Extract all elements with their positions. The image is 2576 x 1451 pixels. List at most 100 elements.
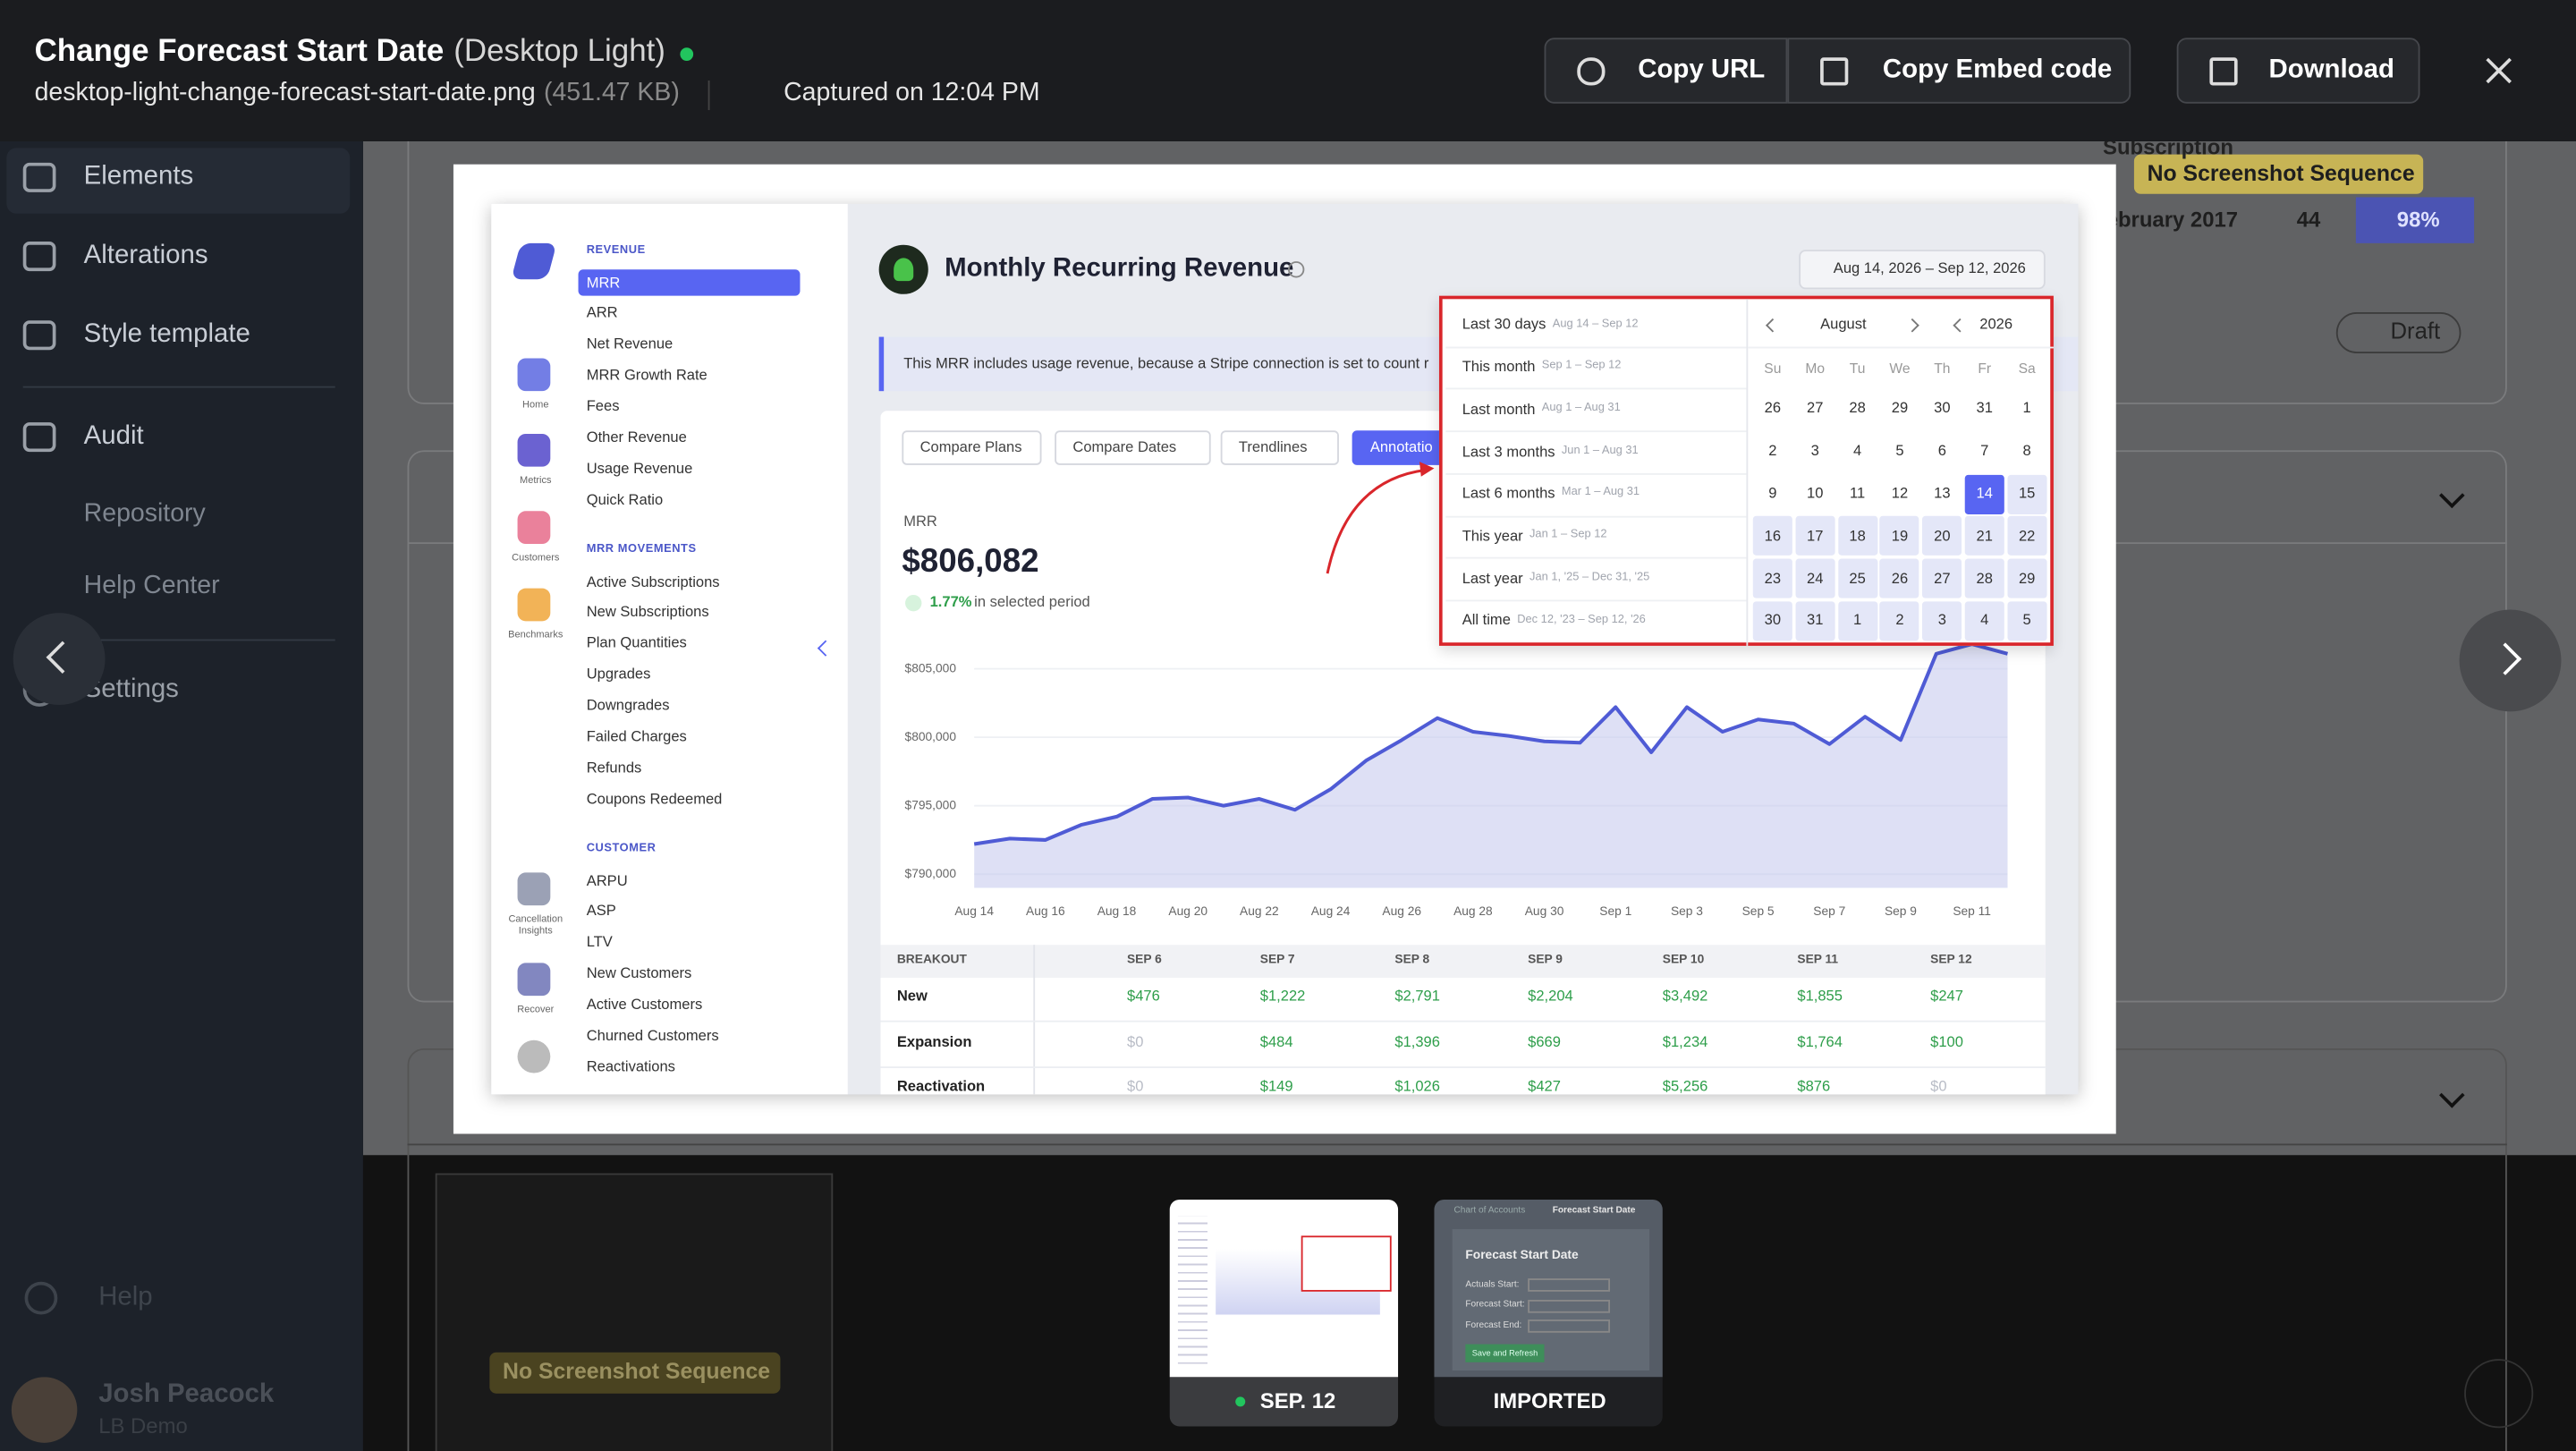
preset-label[interactable]: Last month: [1462, 400, 1536, 418]
day-cell[interactable]: [1752, 516, 1792, 556]
toolbar-button[interactable]: [902, 430, 1042, 465]
calendar-day[interactable]: 1: [1852, 612, 1862, 629]
calendar-day[interactable]: 17: [1807, 527, 1824, 544]
day-cell[interactable]: [2007, 474, 2047, 514]
app-nav-selected[interactable]: [578, 269, 801, 296]
calendar-day[interactable]: 31: [1976, 400, 1993, 417]
action-label: Copy URL: [1638, 55, 1766, 84]
calendar-day[interactable]: 6: [1937, 442, 1946, 459]
calendar-day[interactable]: 30: [1934, 400, 1951, 417]
calendar-day[interactable]: 4: [1852, 442, 1862, 459]
preset-line: [1445, 388, 1747, 391]
calendar-day[interactable]: 2: [1895, 612, 1904, 629]
draft-button[interactable]: [2335, 312, 2462, 353]
calendar-day[interactable]: 21: [1976, 527, 1993, 544]
day-cell[interactable]: [1795, 558, 1835, 598]
day-cell[interactable]: [1795, 516, 1835, 556]
calendar-day[interactable]: 11: [1850, 484, 1866, 502]
app-nav-item: Active Subscriptions: [586, 573, 720, 590]
day-cell[interactable]: [1922, 516, 1962, 556]
calendar-day[interactable]: 15: [2018, 484, 2036, 502]
day-cell[interactable]: [1964, 516, 2004, 556]
calendar-day[interactable]: 28: [1849, 400, 1866, 417]
day-cell[interactable]: [1922, 558, 1962, 598]
preset-label[interactable]: This month: [1462, 358, 1536, 376]
preset-label[interactable]: All time: [1462, 611, 1511, 629]
day-cell[interactable]: [1922, 601, 1962, 641]
calendar-day[interactable]: 27: [1807, 400, 1824, 417]
calendar-day[interactable]: 1: [2022, 400, 2031, 417]
day-cell[interactable]: [2007, 558, 2047, 598]
prev-year[interactable]: [1953, 318, 1968, 333]
day-cell[interactable]: [1795, 601, 1835, 641]
prev-button[interactable]: [13, 613, 106, 706]
calendar-day[interactable]: 18: [1849, 527, 1866, 544]
calendar-day[interactable]: 26: [1764, 400, 1782, 417]
calendar-day[interactable]: 5: [1895, 442, 1904, 459]
calendar-day[interactable]: 10: [1807, 484, 1824, 502]
calendar-day[interactable]: 4: [1980, 612, 1989, 629]
app-nav-heading: MRR MOVEMENTS: [586, 543, 697, 556]
action-button[interactable]: [1544, 38, 1788, 104]
calendar-day[interactable]: 31: [1807, 612, 1824, 629]
day-cell[interactable]: [2007, 601, 2047, 641]
toolbar-button[interactable]: [1220, 430, 1339, 465]
day-cell[interactable]: [1837, 558, 1877, 598]
calendar-day[interactable]: 22: [2018, 527, 2036, 544]
calendar-day[interactable]: 7: [1980, 442, 1989, 459]
next-month[interactable]: [1905, 318, 1919, 333]
date-button[interactable]: [1799, 250, 2046, 290]
file-size: (451.47 KB): [543, 79, 680, 108]
calendar-day[interactable]: 3: [1810, 442, 1819, 459]
calendar-day[interactable]: 12: [1891, 484, 1909, 502]
day-cell[interactable]: [1964, 558, 2004, 598]
prev-month[interactable]: [1766, 318, 1780, 333]
calendar-day[interactable]: 28: [1976, 569, 1993, 587]
calendar-day[interactable]: 9: [1768, 484, 1777, 502]
calendar-day[interactable]: 5: [2022, 612, 2031, 629]
toolbar-button[interactable]: [1055, 430, 1211, 465]
day-cell[interactable]: [1879, 558, 1920, 598]
day-cell[interactable]: [1752, 601, 1792, 641]
preset-range: Aug 1 – Aug 31: [1541, 403, 1621, 414]
table-cell: $669: [1528, 1033, 1561, 1050]
calendar-day[interactable]: 29: [2018, 569, 2036, 587]
day-cell[interactable]: [1879, 601, 1920, 641]
calendar-day[interactable]: 20: [1934, 527, 1951, 544]
calendar-day[interactable]: 26: [1891, 569, 1909, 587]
preset-label[interactable]: Last 30 days: [1462, 316, 1546, 333]
calendar-day[interactable]: 25: [1849, 569, 1866, 587]
calendar-day[interactable]: 30: [1764, 612, 1782, 629]
action-button[interactable]: [1787, 38, 2131, 104]
calendar-day[interactable]: 8: [2022, 442, 2031, 459]
preset-label[interactable]: This year: [1462, 527, 1523, 544]
calendar-day[interactable]: 3: [1937, 612, 1946, 629]
more-button[interactable]: [2464, 1359, 2534, 1429]
preset-label[interactable]: Last year: [1462, 569, 1523, 587]
calendar-day[interactable]: 19: [1891, 527, 1909, 544]
calendar-day[interactable]: 24: [1807, 569, 1824, 587]
top-bar: [0, 0, 2576, 141]
action-button[interactable]: [2176, 38, 2420, 104]
calendar-day[interactable]: 13: [1934, 484, 1951, 502]
calendar-day[interactable]: 23: [1764, 569, 1782, 587]
calendar-day[interactable]: 29: [1891, 400, 1909, 417]
calendar-day[interactable]: 16: [1764, 527, 1782, 544]
calendar-day[interactable]: 14: [1976, 484, 1993, 502]
preset-label[interactable]: Last 6 months: [1462, 485, 1555, 502]
app-nav-item: Upgrades: [586, 666, 651, 683]
day-cell[interactable]: [1879, 516, 1920, 556]
day-cell[interactable]: [2007, 516, 2047, 556]
day-cell[interactable]: [1964, 474, 2004, 514]
preset-label[interactable]: Last 3 months: [1462, 443, 1555, 460]
day-cell[interactable]: [1837, 601, 1877, 641]
x-tick-label: Sep 1: [1599, 904, 1631, 918]
next-button[interactable]: [2459, 609, 2562, 712]
day-cell[interactable]: [1752, 558, 1792, 598]
day-cell[interactable]: [1964, 601, 2004, 641]
day-cell[interactable]: [1837, 516, 1877, 556]
x-tick-label: Aug 20: [1168, 904, 1208, 918]
calendar-day[interactable]: 27: [1934, 569, 1951, 587]
calendar-day[interactable]: 2: [1768, 442, 1777, 459]
nav-icon: [22, 320, 56, 351]
